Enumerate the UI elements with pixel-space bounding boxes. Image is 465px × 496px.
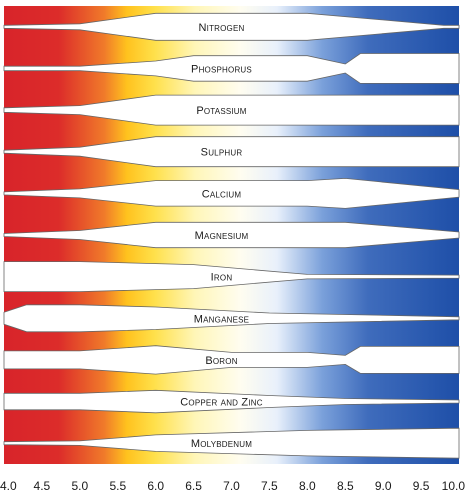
band-potassium xyxy=(3,94,460,126)
band-magnesium xyxy=(3,221,460,249)
nutrient-bands xyxy=(3,12,460,459)
x-tick-label: 8.5 xyxy=(337,479,354,493)
band-nitrogen xyxy=(3,12,460,41)
x-tick-label: 6.0 xyxy=(147,479,164,493)
nutrient-labels: Nitrogen Phosphorus Potassium Sulphur Calciu… xyxy=(180,22,262,450)
band-sulphur xyxy=(3,136,460,168)
x-tick-label: 7.5 xyxy=(261,479,278,493)
x-tick-label: 5.0 xyxy=(71,479,88,493)
x-tick-label: 6.5 xyxy=(185,479,202,493)
band-copper-and-zinc xyxy=(3,389,460,414)
x-tick-label: 7.0 xyxy=(223,479,240,493)
band-iron xyxy=(3,261,460,293)
band-boron xyxy=(3,345,460,375)
band-label-iron: Iron xyxy=(211,272,233,284)
band-molybdenum xyxy=(3,427,460,459)
x-tick-label: 8.0 xyxy=(299,479,316,493)
x-tick-label: 9.0 xyxy=(375,479,392,493)
band-label-magnesium: Magnesium xyxy=(195,230,249,242)
band-label-manganese: Manganese xyxy=(194,313,249,325)
band-label-boron: Boron xyxy=(205,355,237,367)
x-axis-ticks: 4.0 4.5 5.0 5.5 6.0 6.5 7.0 7.5 8.0 8.5 9.0 9.5 10.0 xyxy=(0,479,465,493)
band-manganese xyxy=(3,304,460,333)
band-label-copper-and-zinc: Copper and Zinc xyxy=(180,397,262,409)
band-label-nitrogen: Nitrogen xyxy=(199,22,245,34)
band-label-potassium: Potassium xyxy=(196,105,246,117)
x-tick-label: 4.0 xyxy=(0,479,17,493)
band-calcium xyxy=(3,177,460,209)
band-label-molybdenum: Molybdenum xyxy=(191,438,252,450)
x-tick-label: 5.5 xyxy=(109,479,126,493)
band-label-sulphur: Sulphur xyxy=(201,147,243,159)
x-tick-label: 10.0 xyxy=(442,479,465,493)
band-label-phosphorus: Phosphorus xyxy=(191,64,252,76)
band-phosphorus xyxy=(3,53,460,84)
x-tick-label: 4.5 xyxy=(34,479,51,493)
x-tick-label: 9.5 xyxy=(413,479,430,493)
band-label-calcium: Calcium xyxy=(202,188,242,200)
